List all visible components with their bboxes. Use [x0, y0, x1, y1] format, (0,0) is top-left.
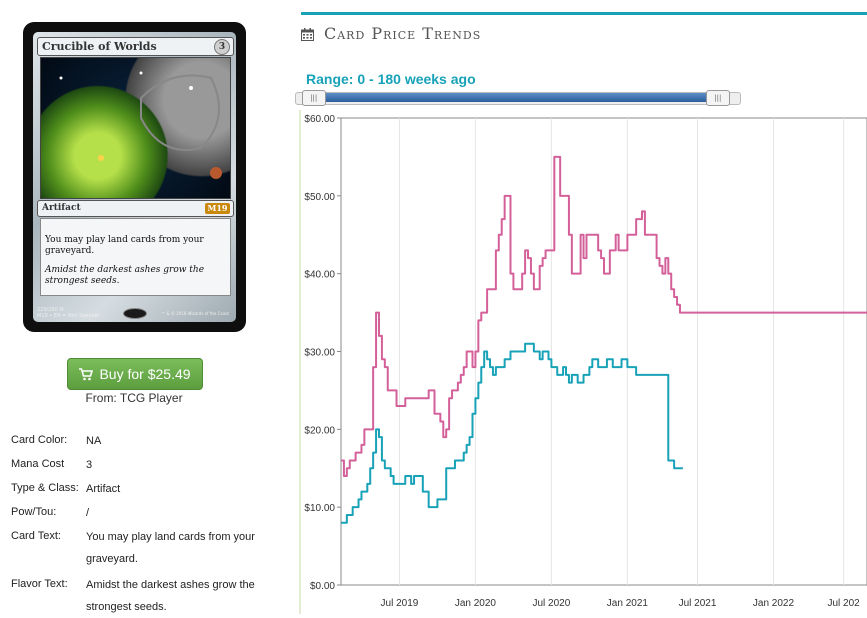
y-tick-label: $50.00 [304, 192, 335, 203]
card-type-line: Artifact [42, 203, 81, 213]
y-tick-label: $30.00 [304, 348, 335, 359]
card-flavor-text: Amidst the darkest ashes grow the strong… [45, 265, 205, 286]
detail-label: Card Text: [11, 530, 61, 542]
card-rules-text: You may play land cards from your gravey… [45, 235, 204, 256]
detail-value: / [86, 507, 90, 519]
buy-source: From: TCG Player [85, 391, 183, 405]
detail-value: Amidst the darkest ashes grow the strong… [86, 579, 255, 613]
price-series-line-0 [341, 155, 867, 478]
range-slider-selection[interactable] [312, 93, 717, 102]
card-name: Crucible of Worlds [42, 40, 157, 53]
buy-button[interactable]: Buy for $25.49 [67, 358, 203, 390]
detail-label: Card Color: [11, 434, 68, 446]
detail-value: 3 [86, 459, 93, 471]
detail-value: NA [86, 435, 102, 447]
card-type-bar: Artifact M19 [37, 200, 234, 217]
plot-area [340, 117, 867, 586]
calendar-icon [301, 28, 314, 41]
y-tick-label: $0.00 [310, 581, 335, 592]
price-chart: Jul 2019 Jan 2020 Jul 2020 Jan 2021 Jul 2021… [299, 110, 867, 614]
y-tick-label: $20.00 [304, 425, 335, 436]
card-collector-number: 229/280 M [37, 307, 64, 313]
x-tick-label: Jan 2022 [753, 598, 795, 609]
range-slider-handle-left[interactable]: ||| [301, 90, 326, 106]
x-tick-label: Jul 202 [827, 598, 860, 609]
detail-label: Pow/Tou: [11, 506, 57, 518]
x-tick-label: Jul 2020 [532, 598, 570, 609]
x-tick-label: Jan 2021 [607, 598, 649, 609]
detail-label: Flavor Text: [11, 578, 68, 590]
range-label: Range: 0 - 180 weeks ago [306, 71, 476, 87]
holo-stamp-icon [123, 308, 147, 319]
card-copyright: ™ & © 2018 Wizards of the Coast [161, 311, 229, 316]
detail-value: Artifact [86, 483, 121, 495]
y-tick-label: $60.00 [304, 114, 335, 125]
x-tick-label: Jan 2020 [455, 598, 497, 609]
price-chart-svg: Jul 2019 Jan 2020 Jul 2020 Jan 2021 Jul 2021… [299, 110, 867, 614]
card-art-graphic [59, 71, 222, 179]
x-tick-label: Jul 2019 [381, 598, 419, 609]
detail-label: Mana Cost [11, 458, 65, 470]
range-slider-handle-right[interactable]: ||| [705, 90, 730, 106]
detail-value: You may play land cards from your gravey… [86, 531, 255, 565]
card-image: Crucible of Worlds 3 Artifact M19 You ma… [23, 22, 246, 332]
panel-top-rule [301, 12, 867, 15]
y-tick-label: $10.00 [304, 503, 335, 514]
card-name-bar: Crucible of Worlds 3 [37, 37, 234, 56]
x-tick-label: Jul 2021 [679, 598, 717, 609]
price-series-line-1 [341, 342, 683, 524]
mana-symbol-icon: 3 [214, 39, 230, 55]
detail-label: Type & Class: [11, 482, 79, 494]
card-art [40, 57, 231, 199]
panel-title: Card Price Trends [324, 24, 482, 43]
card-text-box: You may play land cards from your gravey… [40, 218, 231, 296]
y-tick-label: $40.00 [304, 270, 335, 281]
set-symbol-icon: M19 [205, 203, 230, 214]
buy-button-label: Buy for $25.49 [99, 366, 191, 382]
card-set-line: M19 • EN ✒ Ron Spencer [37, 313, 100, 319]
shopping-cart-icon [79, 368, 94, 381]
